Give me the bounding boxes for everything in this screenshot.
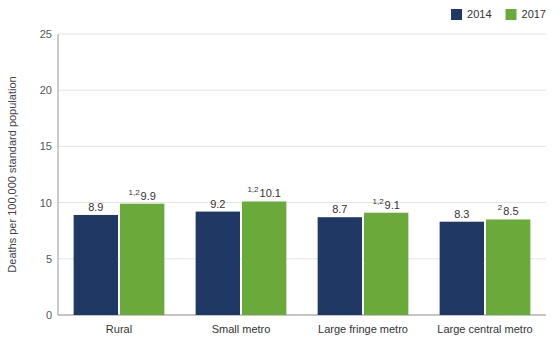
- data-label: 1,210.1: [247, 185, 281, 199]
- bar: [364, 213, 408, 315]
- value-label: 10.1: [260, 187, 281, 199]
- data-label: 28.5: [498, 203, 519, 217]
- bar: [486, 219, 530, 315]
- superscript: 2: [498, 203, 503, 212]
- data-label: 8.9: [88, 201, 103, 213]
- bar: [242, 201, 286, 315]
- value-label: 9.1: [385, 199, 400, 211]
- legend-label: 2014: [467, 8, 491, 20]
- legend-swatch: [506, 9, 517, 20]
- x-tick-label: Rural: [106, 323, 132, 335]
- x-tick-label: Large fringe metro: [318, 323, 408, 335]
- bar: [120, 204, 164, 315]
- grid-line: [58, 146, 546, 147]
- y-tick-label: 0: [46, 309, 52, 321]
- bar: [318, 217, 362, 315]
- bar: [196, 212, 240, 315]
- chart: 0 5 10 15 20 25 Deaths per 100,000 standard po…: [0, 0, 560, 345]
- bar: [440, 222, 484, 315]
- y-tick-label: 25: [40, 28, 52, 40]
- legend-label: 2017: [522, 8, 546, 20]
- y-tick-label: 10: [40, 197, 52, 209]
- superscript: 1,2: [372, 197, 384, 206]
- value-label: 9.9: [141, 190, 156, 202]
- x-tick-label: Small metro: [212, 323, 271, 335]
- data-label: 1,29.9: [128, 188, 155, 202]
- data-labels: 8.91,29.99.21,210.18.71,29.18.328.5: [88, 185, 518, 219]
- grid-line: [58, 34, 546, 35]
- bar: [74, 215, 118, 315]
- y-axis-line: [58, 34, 59, 315]
- legend-swatch: [451, 9, 462, 20]
- y-axis: 0 5 10 15 20 25: [40, 28, 546, 321]
- data-label: 8.7: [332, 203, 347, 215]
- y-tick-label: 5: [46, 253, 52, 265]
- y-tick-label: 20: [40, 84, 52, 96]
- data-label: 8.3: [454, 208, 469, 220]
- bars: [74, 201, 531, 315]
- y-axis-label: Deaths per 100,000 standard population: [6, 76, 18, 272]
- data-label: 1,29.1: [372, 197, 399, 211]
- superscript: 1,2: [247, 185, 259, 194]
- legend: 2017 2014: [451, 8, 546, 20]
- grid-line: [58, 90, 546, 91]
- superscript: 1,2: [128, 188, 140, 197]
- y-tick-label: 15: [40, 140, 52, 152]
- value-label: 8.5: [503, 205, 518, 217]
- data-label: 9.2: [210, 198, 225, 210]
- grid-line: [58, 202, 546, 203]
- x-tick-label: Large central metro: [437, 323, 532, 335]
